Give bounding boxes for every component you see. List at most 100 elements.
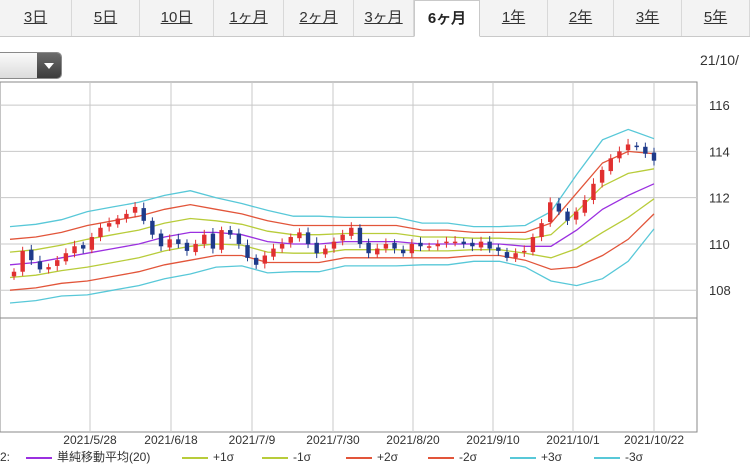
candle-body (383, 243, 389, 249)
candle-body (582, 200, 588, 213)
candle-body (340, 234, 345, 241)
candle-body (228, 230, 233, 235)
tab-3[interactable]: 1ヶ月 (214, 0, 284, 36)
x-tick-label: 2021/10/1 (546, 433, 600, 447)
legend: 2: 単純移動平均(20) +1σ -1σ +2σ -2σ +3σ -3σ (0, 448, 750, 476)
y-tick-label: 108 (709, 283, 731, 298)
candle-body (98, 227, 103, 238)
candle-body (400, 249, 406, 254)
candle-body (72, 246, 77, 254)
candle-body (167, 239, 172, 248)
candle-body (452, 241, 458, 244)
candle-body (314, 242, 319, 254)
x-tick-label: 2021/7/30 (306, 433, 360, 447)
legend-swatch (26, 456, 52, 459)
chevron-down-icon[interactable] (37, 53, 61, 78)
tab-2[interactable]: 10日 (140, 0, 214, 36)
date-label: 21/10/ (700, 52, 739, 68)
legend-minus1sigma: -1σ (262, 448, 311, 466)
candle-body (55, 260, 60, 266)
x-tick-label: 2021/5/28 (63, 433, 117, 447)
x-tick-label: 2021/7/9 (229, 433, 276, 447)
candle-body (435, 243, 440, 247)
candle-body (556, 203, 562, 212)
candle-body (89, 237, 95, 250)
legend-plus2sigma: +2σ (346, 448, 398, 466)
tab-8[interactable]: 2年 (548, 0, 614, 36)
legend-swatch (594, 456, 620, 459)
candle-body (522, 250, 527, 253)
tab-5[interactable]: 3ヶ月 (354, 0, 414, 36)
candle-body (262, 255, 268, 264)
minus2sigma-line (9, 213, 655, 291)
candle-body (357, 227, 363, 244)
candle-body (106, 223, 112, 227)
legend-minus2sigma: -2σ (428, 448, 477, 466)
candle-body (530, 237, 536, 253)
candle-body (625, 144, 631, 151)
plus1sigma-line (9, 168, 655, 253)
candle-body (115, 218, 120, 225)
candle-body (80, 245, 86, 249)
candle-body (634, 145, 639, 148)
legend-swatch (262, 456, 288, 459)
candle-body (20, 250, 25, 272)
candle-body (132, 206, 138, 213)
legend-swatch (510, 456, 536, 459)
y-tick-label: 110 (709, 237, 730, 252)
candle-body (193, 243, 198, 253)
candle-body (279, 243, 285, 249)
candle-body (392, 242, 397, 249)
candle-body (461, 241, 466, 244)
range-tabs: 3日 5日 10日 1ヶ月 2ヶ月 3ヶ月 6ヶ月 1年 2年 3年 5年 (0, 0, 750, 37)
tab-7[interactable]: 1年 (480, 0, 548, 36)
candle-body (643, 146, 648, 154)
y-tick-label: 114 (709, 144, 730, 159)
legend-swatch (346, 456, 372, 459)
candle-body (504, 252, 510, 258)
tab-6[interactable]: 6ヶ月 (414, 0, 480, 37)
candle-body (418, 242, 423, 247)
legend-sma: 単純移動平均(20) (26, 448, 150, 466)
candle-body (158, 233, 164, 247)
plus3sigma-line (9, 128, 655, 228)
candle-body (573, 211, 579, 220)
legend-minus3sigma: -3σ (594, 448, 643, 466)
candle-body (141, 208, 146, 221)
candle-body (651, 152, 657, 161)
candle-body (617, 151, 622, 159)
tab-1[interactable]: 5日 (72, 0, 140, 36)
tab-0[interactable]: 3日 (0, 0, 72, 36)
minus1sigma-line (9, 198, 655, 279)
candle-body (478, 241, 484, 248)
candle-body (305, 232, 311, 244)
candle-body (236, 233, 242, 244)
candle-body (11, 271, 17, 277)
sub-panel (0, 317, 698, 433)
tab-4[interactable]: 2ヶ月 (284, 0, 354, 36)
candle-body (219, 230, 224, 250)
candle-body (470, 242, 475, 247)
legend-plus3sigma: +3σ (510, 448, 562, 466)
x-tick-label: 2021/10/22 (624, 433, 684, 447)
candle-body (565, 211, 570, 221)
price-chart: 116 114 112 110 108 2021/5/28 2021/6/18 2021/7/… (0, 81, 731, 447)
candle-body (513, 253, 518, 258)
candle-body (331, 241, 337, 249)
legend-prefix: 2: (0, 450, 11, 464)
candle-body (539, 223, 544, 238)
candle-body (608, 158, 613, 172)
x-tick-label: 2021/9/10 (466, 433, 520, 447)
candle-body (375, 248, 380, 255)
tab-9[interactable]: 3年 (614, 0, 682, 36)
candle-body (409, 243, 415, 254)
candle-body (548, 202, 553, 222)
x-tick-label: 2021/6/18 (144, 433, 198, 447)
price-panel (0, 81, 698, 319)
y-tick-label: 116 (709, 98, 730, 113)
x-tick-label: 2021/8/20 (386, 433, 440, 447)
candle-body (599, 169, 605, 183)
candle-body (202, 234, 207, 244)
minus3sigma-line (9, 228, 655, 304)
candle-body (444, 241, 449, 244)
